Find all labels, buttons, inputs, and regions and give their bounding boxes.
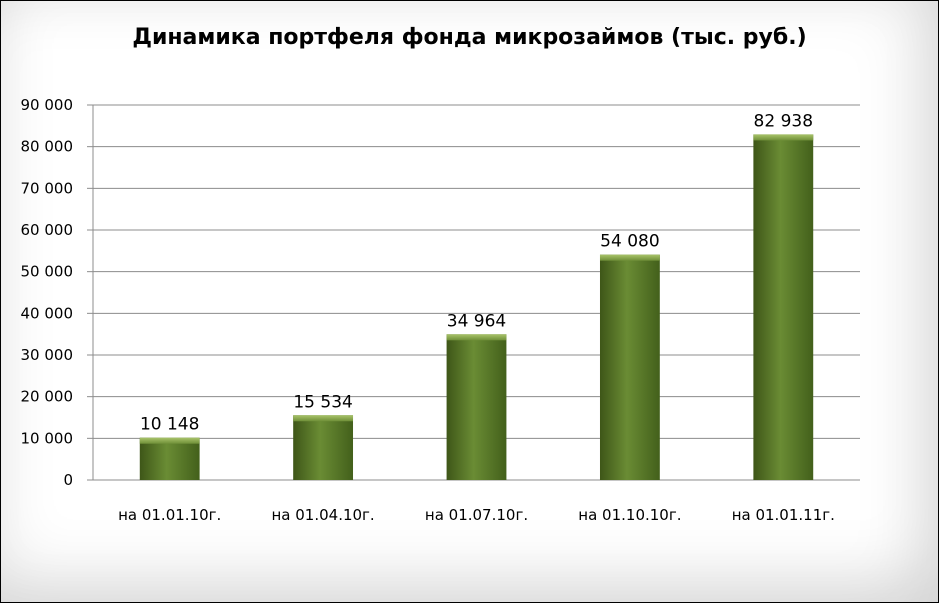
x-tick-label: на 01.07.10г. xyxy=(425,506,528,524)
bar-highlight xyxy=(753,134,814,141)
y-tick-label: 0 xyxy=(63,471,73,489)
bar xyxy=(599,254,660,480)
y-tick-label: 60 000 xyxy=(21,221,74,239)
bar xyxy=(293,415,354,480)
data-label: 15 534 xyxy=(293,392,352,412)
y-tick-label: 20 000 xyxy=(21,388,74,406)
data-label: 10 148 xyxy=(140,415,199,435)
data-labels: 10 148 15 534 34 964 54 080 82 938 xyxy=(140,111,813,434)
x-tick-label: на 01.01.11г. xyxy=(732,506,835,524)
bar-highlight xyxy=(599,254,660,261)
data-label: 82 938 xyxy=(754,111,813,131)
chart-title: Динамика портфеля фонда микрозаймов (тыс… xyxy=(132,25,807,50)
bar xyxy=(446,334,507,480)
y-tick-label: 90 000 xyxy=(21,96,74,114)
x-tick-label: на 01.10.10г. xyxy=(578,506,681,524)
x-axis-ticks: на 01.01.10г. на 01.04.10г. на 01.07.10г. н… xyxy=(118,506,835,524)
y-tick-label: 40 000 xyxy=(21,304,74,322)
y-tick-label: 10 000 xyxy=(21,429,74,447)
y-tick-label: 50 000 xyxy=(21,263,74,281)
x-tick-label: на 01.01.10г. xyxy=(118,506,221,524)
bar xyxy=(139,437,200,480)
y-axis-ticks: 0 10 000 20 000 30 000 40 000 50 000 60 000 70 … xyxy=(21,96,74,489)
bar-highlight xyxy=(446,334,507,341)
bar-highlight xyxy=(293,415,354,422)
bars xyxy=(139,134,814,481)
bar xyxy=(753,134,814,481)
y-tick-label: 70 000 xyxy=(21,179,74,197)
data-label: 54 080 xyxy=(600,232,659,252)
bar-highlight xyxy=(139,437,200,444)
data-label: 34 964 xyxy=(447,311,506,331)
y-tick-label: 30 000 xyxy=(21,346,74,364)
y-tick-label: 80 000 xyxy=(21,138,74,156)
x-tick-label: на 01.04.10г. xyxy=(271,506,374,524)
